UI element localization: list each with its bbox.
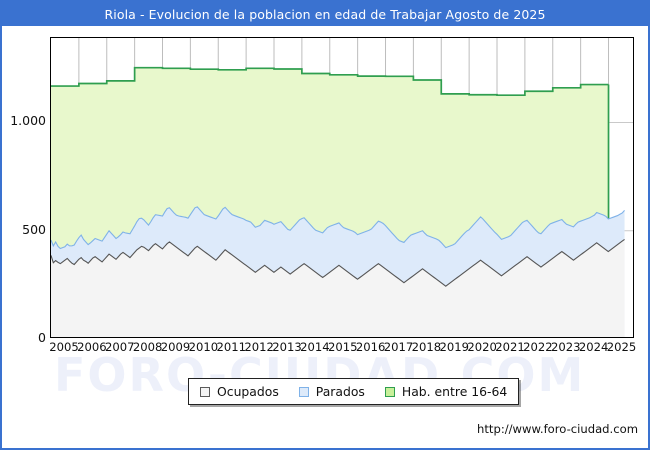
x-tick-label: 2022: [523, 340, 553, 354]
x-tick-label: 2006: [77, 340, 107, 354]
legend-item-parados[interactable]: Parados: [298, 384, 365, 399]
x-tick-label: 2012: [244, 340, 274, 354]
y-tick-label: 500: [22, 221, 46, 237]
x-tick-label: 2014: [300, 340, 330, 354]
legend-item-ocupados[interactable]: Ocupados: [200, 384, 279, 399]
chart-legend: Ocupados Parados Hab. entre 16-64: [188, 378, 520, 405]
y-tick-label: 1.000: [10, 113, 46, 129]
x-tick-label: 2011: [216, 340, 247, 354]
page-title: Riola - Evolucion de la poblacion en eda…: [104, 6, 546, 22]
y-axis: 0 500 1.000: [2, 37, 46, 345]
x-tick-label: 2024: [578, 340, 609, 354]
x-tick-label: 2020: [467, 340, 497, 354]
x-tick-label: 2008: [132, 340, 163, 354]
x-tick-label: 2017: [383, 340, 414, 354]
x-tick-label: 2005: [49, 340, 79, 354]
x-axis: 2005 2006 2007 2008 2009 2010 2011 2012 2013 2014…: [49, 340, 637, 358]
x-tick-label: 2013: [272, 340, 302, 354]
legend-swatch-ocupados: [200, 386, 210, 397]
x-tick-label: 2009: [160, 340, 191, 354]
legend-item-habitantes[interactable]: Hab. entre 16-64: [384, 384, 508, 399]
source-url: http://www.foro-ciudad.com: [477, 422, 638, 436]
x-tick-label: 2010: [188, 340, 219, 354]
x-tick-label: 2019: [439, 340, 470, 354]
legend-swatch-parados: [298, 386, 309, 397]
legend-label-parados: Parados: [315, 384, 365, 399]
x-tick-label: 2021: [495, 340, 525, 354]
chart-body: FORO-CIUDAD.COM 0 500 1.000 2005 2006 2007 20…: [2, 26, 648, 448]
legend-label-habitantes: Hab. entre 16-64: [401, 384, 508, 399]
x-tick-label: 2025: [606, 340, 637, 354]
chart-canvas: [51, 38, 633, 337]
plot-area: [50, 37, 634, 338]
y-tick-label: 0: [38, 330, 46, 345]
x-tick-label: 2023: [551, 340, 581, 354]
legend-swatch-habitantes: [384, 386, 395, 397]
x-tick-label: 2015: [327, 340, 358, 354]
x-tick-label: 2007: [104, 340, 135, 354]
window-title-bar: Riola - Evolucion de la poblacion en eda…: [2, 2, 648, 26]
x-tick-label: 2016: [355, 340, 386, 354]
x-tick-label: 2018: [411, 340, 442, 354]
legend-label-ocupados: Ocupados: [217, 384, 279, 399]
